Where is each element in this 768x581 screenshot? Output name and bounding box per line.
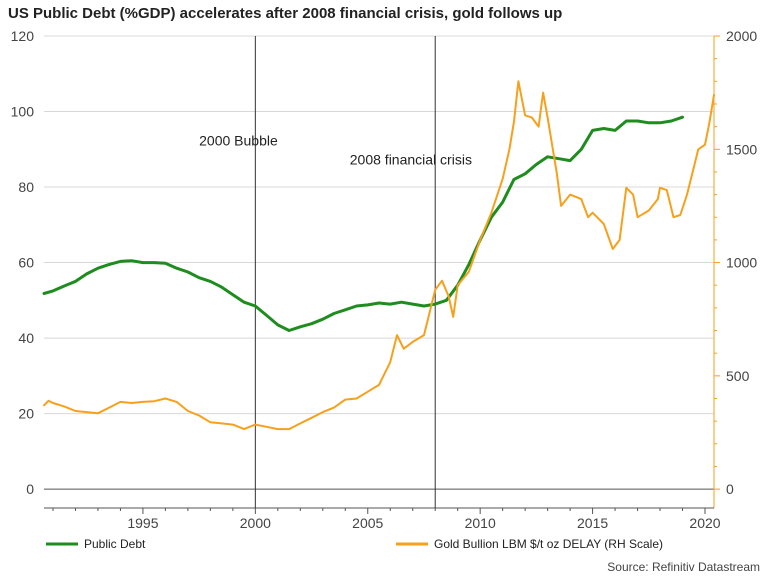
x-tick-label-2020: 2020 bbox=[689, 515, 720, 531]
y-right-tick-label-1000: 1000 bbox=[726, 255, 757, 271]
legend-layer: Public Debt Gold Bullion LBM $/t oz DELAY… bbox=[46, 537, 663, 551]
x-tick-label-2000: 2000 bbox=[240, 515, 271, 531]
y-right-tick-label-500: 500 bbox=[726, 368, 750, 384]
y-left-tick-label-0: 0 bbox=[26, 481, 34, 497]
annotation-label-0: 2000 Bubble bbox=[199, 133, 278, 149]
y-right-tick-label-1500: 1500 bbox=[726, 141, 757, 157]
x-tick-label-2005: 2005 bbox=[352, 515, 383, 531]
y-left-tick-label-40: 40 bbox=[18, 330, 34, 346]
x-tick-label-2010: 2010 bbox=[465, 515, 496, 531]
legend-label-1: Gold Bullion LBM $/t oz DELAY (RH Scale) bbox=[434, 537, 663, 551]
y-left-tick-label-60: 60 bbox=[18, 255, 34, 271]
axis-layer: 0 20 40 60 80 100 120 0 500 1000 1500 2000 1995 2000 2… bbox=[11, 28, 758, 531]
y-right-tick-label-0: 0 bbox=[726, 481, 734, 497]
x-tick-label-1995: 1995 bbox=[127, 515, 158, 531]
legend-label-0: Public Debt bbox=[84, 537, 146, 551]
grid-layer bbox=[44, 35, 714, 415]
series-line-gold bbox=[43, 80, 715, 431]
y-left-tick-label-100: 100 bbox=[11, 104, 35, 120]
chart-title: US Public Debt (%GDP) accelerates after … bbox=[8, 5, 562, 22]
annotation-layer: 2000 Bubble 2008 financial crisis bbox=[199, 36, 472, 508]
annotation-label-1: 2008 financial crisis bbox=[350, 151, 472, 167]
source-note: Source: Refinitiv Datastream bbox=[607, 560, 760, 574]
series-layer bbox=[42, 80, 715, 431]
y-left-tick-label-120: 120 bbox=[11, 28, 35, 44]
y-left-tick-label-80: 80 bbox=[18, 179, 34, 195]
y-right-tick-label-2000: 2000 bbox=[726, 28, 757, 44]
y-left-tick-label-20: 20 bbox=[18, 406, 34, 422]
series-line-public-debt bbox=[42, 115, 684, 332]
x-tick-label-2015: 2015 bbox=[577, 515, 608, 531]
